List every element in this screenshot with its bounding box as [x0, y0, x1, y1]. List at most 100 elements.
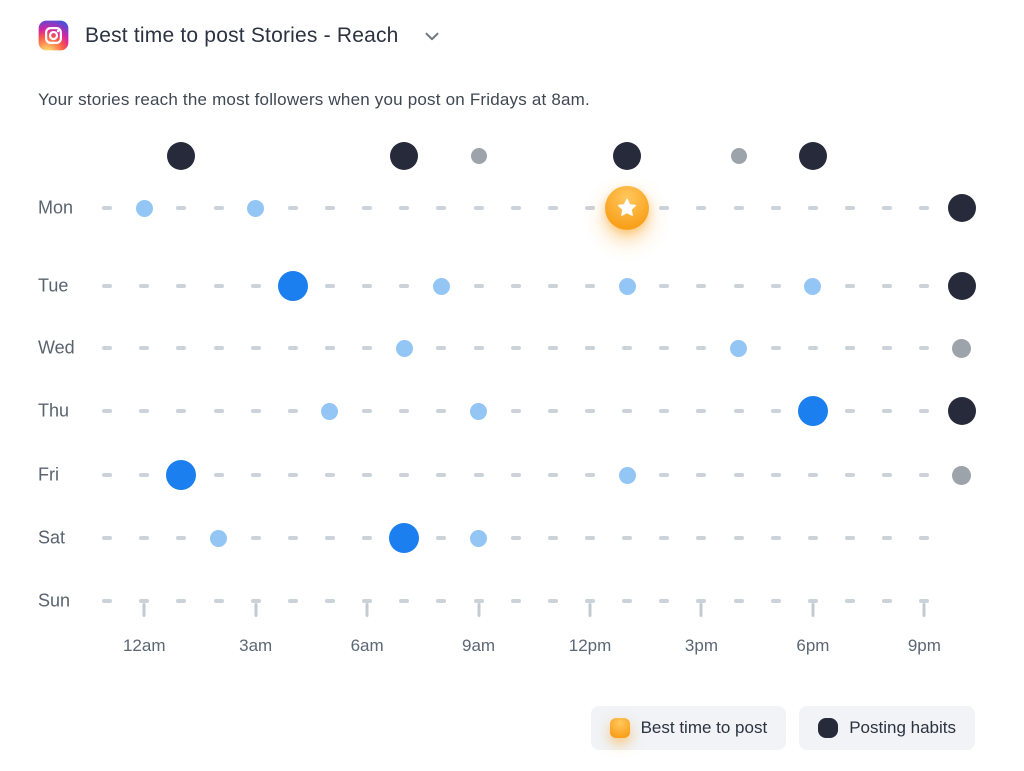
hour-dash [102, 206, 113, 210]
hour-slot [646, 263, 683, 309]
hour-slot [274, 515, 311, 561]
hour-dash [733, 409, 744, 413]
hour-dash [139, 473, 150, 477]
hour-slot [423, 578, 460, 624]
hour-dash [585, 206, 595, 210]
low-activity-dot[interactable] [952, 338, 971, 358]
hour-dash [510, 284, 521, 288]
hour-dash [287, 409, 298, 413]
day-label-fri: Fri [38, 464, 59, 485]
hour-slot [757, 452, 794, 498]
hour-dash [399, 473, 410, 477]
low-activity-dot[interactable] [730, 148, 747, 164]
posting-habit-dot[interactable] [798, 142, 827, 170]
hour-slot [423, 452, 460, 498]
hour-dash [696, 473, 707, 477]
reach-dot[interactable] [210, 529, 227, 547]
reach-dot[interactable] [618, 466, 636, 484]
hour-slot [683, 325, 720, 371]
chevron-down-icon[interactable] [421, 25, 443, 47]
posting-habit-dot[interactable] [947, 397, 976, 425]
hour-slot [274, 185, 311, 231]
hour-dash [770, 536, 781, 540]
posting-habit-dot[interactable] [167, 142, 196, 170]
hour-slot [757, 185, 794, 231]
hour-slot [200, 515, 237, 561]
hour-slot [311, 185, 348, 231]
hour-slot [126, 388, 163, 434]
hour-slot [720, 263, 757, 309]
hour-slot [869, 578, 906, 624]
hour-slot [534, 325, 571, 371]
posting-habit-dot[interactable] [947, 272, 976, 300]
hour-dash [473, 346, 484, 350]
hour-slot [720, 185, 757, 231]
hour-dash [436, 409, 447, 413]
hour-slot [757, 263, 794, 309]
reach-dot[interactable] [470, 529, 488, 547]
hour-dash [510, 536, 521, 540]
hour-dash [696, 206, 707, 210]
peak-reach-dot[interactable] [389, 523, 420, 553]
legend-best-time[interactable]: Best time to post [590, 706, 787, 750]
low-activity-dot[interactable] [470, 148, 487, 164]
hour-dash [919, 206, 930, 210]
reach-dot[interactable] [804, 277, 822, 295]
hour-dash [102, 473, 113, 477]
legend-posting-habits[interactable]: Posting habits [799, 706, 975, 750]
hour-slot [163, 185, 200, 231]
reach-dot[interactable] [395, 339, 413, 357]
hour-dash [807, 536, 818, 540]
summary-text: Your stories reach the most followers wh… [38, 90, 590, 109]
hour-dash [845, 599, 856, 603]
hour-slot [869, 388, 906, 434]
hour-slot [349, 515, 386, 561]
posting-habit-dot[interactable] [613, 142, 642, 170]
hour-dash [324, 473, 335, 477]
hour-slot [720, 515, 757, 561]
hour-dash [882, 536, 893, 540]
hour-dash [882, 206, 893, 210]
hour-slot [720, 325, 757, 371]
reach-dot[interactable] [321, 402, 339, 420]
reach-dot[interactable] [247, 199, 265, 217]
hour-slot [534, 388, 571, 434]
hour-slot [423, 263, 460, 309]
hour-dash [770, 473, 781, 477]
hour-slot [683, 185, 720, 231]
reach-dot[interactable] [135, 199, 153, 217]
reach-dot[interactable] [730, 339, 748, 357]
hour-slot [163, 452, 200, 498]
hour-slot [943, 388, 980, 434]
hour-slot [720, 452, 757, 498]
x-axis-label-12am: 12am [122, 636, 166, 655]
hour-slot [89, 263, 126, 309]
reach-dot[interactable] [470, 402, 488, 420]
hour-dash [510, 409, 521, 413]
hour-slot [126, 578, 163, 624]
hour-dash [733, 599, 744, 603]
hour-slot [349, 452, 386, 498]
hour-slot [163, 388, 200, 434]
hour-slot [200, 185, 237, 231]
posting-habit-dot[interactable] [947, 194, 976, 222]
hour-slot [757, 578, 794, 624]
best-time-star[interactable] [605, 186, 650, 230]
reach-dot[interactable] [618, 277, 636, 295]
hour-dash [436, 536, 447, 540]
hour-slot [869, 263, 906, 309]
peak-reach-dot[interactable] [277, 271, 308, 301]
peak-reach-dot[interactable] [797, 396, 828, 426]
hour-dash [845, 473, 856, 477]
hour-dash [845, 536, 856, 540]
hour-slot [200, 388, 237, 434]
hour-slot [832, 515, 869, 561]
hour-slot [794, 325, 831, 371]
hour-slot [906, 515, 943, 561]
low-activity-dot[interactable] [952, 465, 971, 485]
hour-slot [386, 388, 423, 434]
axis-tick [922, 603, 926, 617]
posting-habit-dot[interactable] [390, 142, 419, 170]
peak-reach-dot[interactable] [166, 460, 197, 490]
reach-dot[interactable] [432, 277, 450, 295]
